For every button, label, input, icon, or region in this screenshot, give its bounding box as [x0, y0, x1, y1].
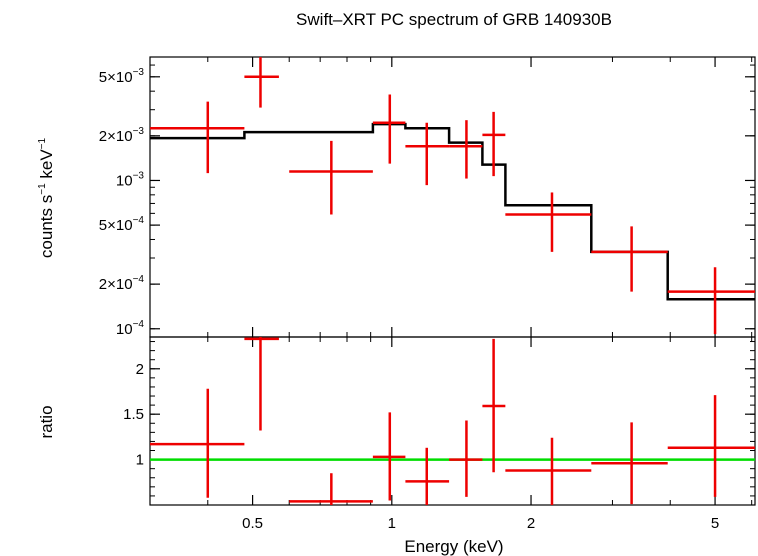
ylabel-exp2: −1 — [37, 137, 48, 149]
data-point — [405, 122, 450, 186]
x-axis-label: Energy (keV) — [404, 537, 503, 556]
x-tick-label: 0.5 — [242, 515, 263, 532]
y-tick-label: 10−3 — [116, 170, 145, 189]
data-point — [150, 388, 245, 498]
x-axis-ticks: 0.5 1 2 5 — [149, 57, 753, 532]
chart-title: Swift–XRT PC spectrum of GRB 140930B — [296, 10, 612, 29]
data-point — [482, 338, 506, 473]
y-axis-label-spectrum: counts s−1 keV−1 — [37, 137, 56, 258]
data-point — [591, 422, 668, 505]
data-point — [244, 337, 279, 431]
y-tick-label: 2 — [136, 361, 144, 378]
x-tick-label: 5 — [711, 515, 719, 532]
ylabel-base: counts s — [37, 195, 56, 258]
y-axis-label-ratio: ratio — [37, 405, 56, 438]
y-axis-ticks-spectrum: 10−4 2×10−4 5×10−4 10−3 2×10−3 5×10−3 — [99, 64, 755, 338]
data-point — [405, 447, 450, 505]
y-tick-label: 10−4 — [116, 319, 145, 338]
ylabel-mid: keV — [37, 149, 56, 184]
x-tick-label: 1 — [388, 515, 396, 532]
y-tick-label: 5×10−4 — [99, 215, 145, 234]
data-point — [667, 267, 755, 335]
model-step-line — [150, 122, 755, 301]
y-tick-label: 1 — [136, 452, 144, 469]
data-point — [372, 94, 406, 164]
data-point — [505, 437, 592, 505]
data-point — [449, 120, 483, 179]
data-point — [482, 111, 506, 177]
data-point — [289, 140, 373, 215]
y-axis-ticks-ratio: 11.52 — [123, 341, 755, 506]
data-point — [505, 192, 592, 252]
x-tick-label: 2 — [527, 515, 535, 532]
spectrum-data-points — [150, 57, 755, 335]
plot-frames — [149, 56, 756, 506]
data-point — [372, 412, 406, 501]
data-point — [449, 420, 483, 497]
y-tick-label: 5×10−3 — [99, 67, 145, 86]
data-point — [667, 395, 755, 497]
spectrum-panel-frame — [149, 56, 756, 338]
ratio-panel-frame — [149, 336, 756, 506]
ylabel-exp1: −1 — [37, 183, 48, 195]
y-tick-label: 1.5 — [123, 406, 144, 423]
data-point — [244, 57, 279, 108]
y-tick-label: 2×10−4 — [99, 274, 145, 293]
model-curve — [150, 122, 755, 301]
ratio-data-points — [150, 337, 755, 505]
data-point — [150, 101, 245, 174]
y-tick-label: 2×10−3 — [99, 126, 145, 145]
data-point — [591, 226, 668, 292]
data-point — [289, 473, 373, 505]
